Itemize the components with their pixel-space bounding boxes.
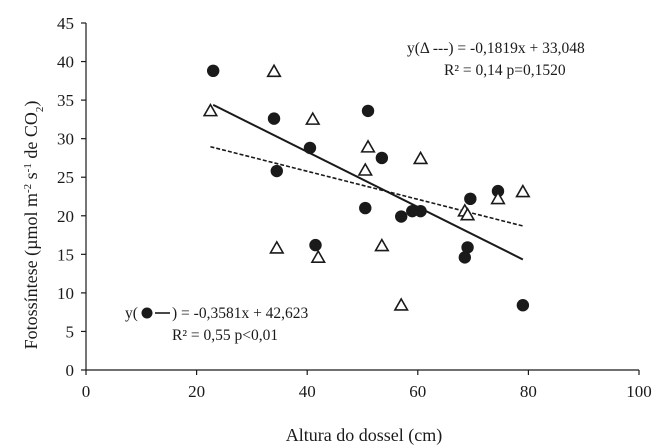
circle-data-point [270,164,283,178]
circle-data-point [375,151,389,165]
circle-data-point [461,241,474,254]
triangle-data-point [357,162,373,176]
x-tick-label: 40 [299,382,316,401]
triangle-data-point [266,63,282,78]
y-tick-label: 15 [57,245,74,264]
circle-data-point [206,64,220,78]
triangle-data-point [310,249,326,263]
triangle-data-point [269,240,285,254]
circle-data-point [359,201,372,215]
x-axis-title: Altura do dossel (cm) [286,425,442,446]
y-tick-label: 0 [66,361,75,380]
y-tick-label: 10 [57,284,74,303]
y-tick-label: 5 [66,322,75,341]
triangle-data-point [490,190,506,205]
triangle-data-point [393,297,409,311]
y-axis-title-sup: -2 [22,184,34,193]
x-tick-label: 100 [626,382,652,401]
triangle-series-stats: R² = 0,14 p=0,1520 [444,62,566,79]
y-axis-title-part: de CO [21,112,41,163]
x-tick-label: 20 [188,382,205,401]
y-tick-label: 30 [57,130,74,149]
circle-data-point [309,238,322,252]
tick-labels: 0 5 10 15 20 25 30 35 40 45 0 20 40 60 80 100 [57,14,652,401]
circle-series-equation: ) = -0,3581x + 42,623 [172,305,309,322]
y-axis-title-part: Fotossíntese (µmol m [21,193,42,349]
y-tick-label: 20 [57,207,74,226]
axes [81,22,640,375]
filled-circle-legend-icon [141,307,153,319]
circle-data-point [267,112,281,125]
y-axis-title-part: s [21,172,41,184]
y-axis-title-part: ) [21,101,42,107]
y-tick-label: 45 [57,14,74,33]
circle-data-point [464,192,477,206]
solid-trend-line [212,103,524,261]
data-points [202,63,531,312]
triangle-data-point [202,102,219,117]
x-tick-label: 60 [409,382,426,401]
y-tick-label: 40 [57,53,74,72]
triangle-data-point [515,183,531,198]
circle-data-point [414,204,427,218]
triangle-data-point [459,207,476,221]
circle-data-point [395,210,408,223]
y-tick-label: 35 [57,91,74,110]
svg-text:Fotossíntese (µmol m-2 s-1 de: Fotossíntese (µmol m-2 s-1 de CO2) [21,101,46,350]
y-axis-title-sup: -1 [22,163,34,172]
triangle-series-equation: y(Δ ---) = -0,1819x + 33,048 [407,40,585,57]
triangle-data-point [305,111,321,125]
circle-data-point [361,104,375,118]
y-axis-title: Fotossíntese (µmol m-2 s-1 de CO2) [21,101,46,350]
y-tick-label: 25 [57,168,74,187]
x-tick-label: 0 [82,382,91,401]
triangle-data-point [374,237,390,252]
triangle-data-point [412,150,429,165]
trend-lines [210,103,524,261]
circle-data-point [516,299,530,312]
circle-data-point [303,141,317,155]
x-tick-label: 80 [520,382,537,401]
circle-data-point [458,251,472,264]
circle-series-stats: R² = 0,55 p<0,01 [172,327,278,344]
circle-series-equation-prefix: y( [125,305,138,322]
y-axis-title-sub: 2 [34,107,46,113]
triangle-data-point [360,139,376,153]
